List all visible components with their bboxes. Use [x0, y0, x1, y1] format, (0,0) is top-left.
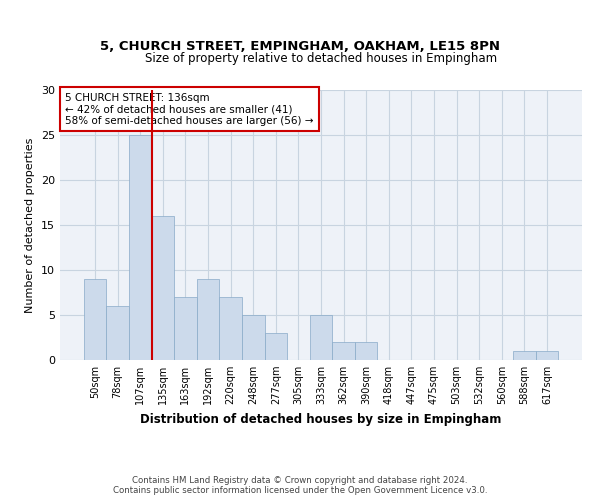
Text: Contains HM Land Registry data © Crown copyright and database right 2024.
Contai: Contains HM Land Registry data © Crown c…	[113, 476, 487, 495]
Bar	[152, 216, 174, 360]
Bar	[220, 297, 242, 360]
Text: 5, CHURCH STREET, EMPINGHAM, OAKHAM, LE15 8PN: 5, CHURCH STREET, EMPINGHAM, OAKHAM, LE1…	[100, 40, 500, 52]
Bar	[242, 315, 265, 360]
X-axis label: Distribution of detached houses by size in Empingham: Distribution of detached houses by size …	[140, 412, 502, 426]
Bar	[310, 315, 332, 360]
Bar	[174, 297, 197, 360]
Bar	[265, 333, 287, 360]
Text: 5 CHURCH STREET: 136sqm
← 42% of detached houses are smaller (41)
58% of semi-de: 5 CHURCH STREET: 136sqm ← 42% of detache…	[65, 92, 314, 126]
Y-axis label: Number of detached properties: Number of detached properties	[25, 138, 35, 312]
Bar	[129, 135, 152, 360]
Bar	[332, 342, 355, 360]
Bar	[106, 306, 129, 360]
Bar	[513, 351, 536, 360]
Bar	[197, 279, 220, 360]
Bar	[536, 351, 558, 360]
Title: Size of property relative to detached houses in Empingham: Size of property relative to detached ho…	[145, 52, 497, 65]
Bar	[355, 342, 377, 360]
Bar	[84, 279, 106, 360]
